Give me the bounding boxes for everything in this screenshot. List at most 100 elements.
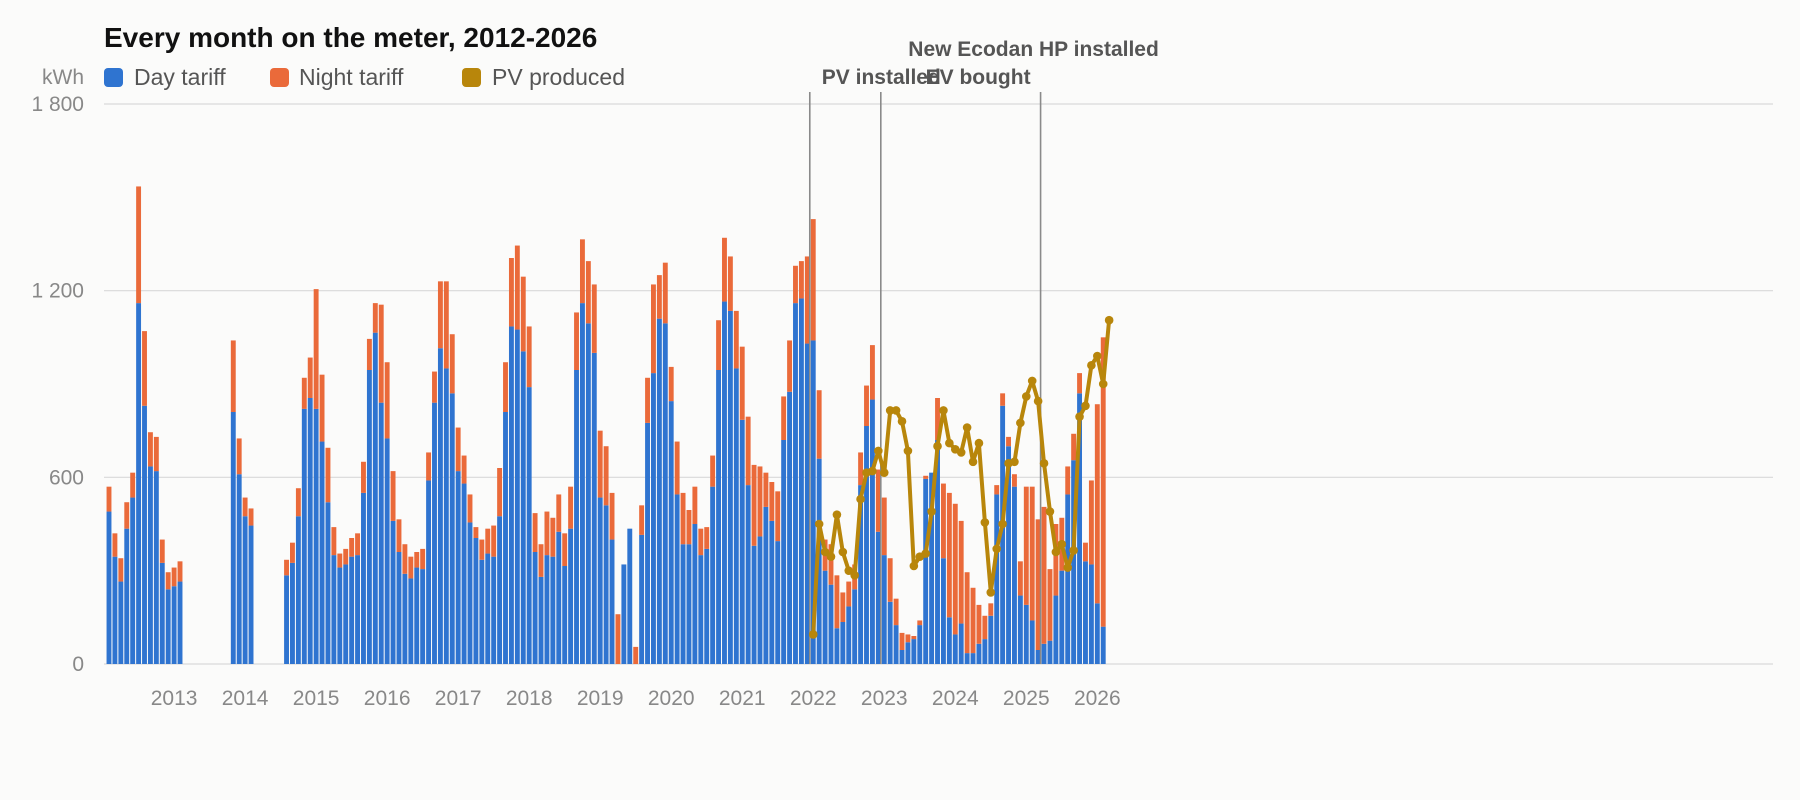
bar-day-tariff: [1017, 595, 1023, 664]
bar-night-tariff: [118, 558, 124, 582]
bar-day-tariff: [242, 516, 248, 664]
bar-night-tariff: [793, 265, 798, 304]
bar-day-tariff: [414, 567, 420, 664]
bar-night-tariff: [136, 186, 142, 304]
bar-night-tariff: [716, 320, 722, 370]
bar-day-tariff: [727, 310, 733, 664]
bar-day-tariff: [751, 545, 757, 664]
bar-night-tariff: [911, 636, 917, 640]
bar-day-tariff: [526, 387, 532, 664]
pv-produced-point: [868, 466, 877, 476]
pv-produced-point: [1093, 351, 1102, 361]
bar-night-tariff: [745, 416, 751, 486]
pv-produced-point: [874, 446, 883, 456]
bar-night-tariff: [1100, 337, 1106, 627]
bar-day-tariff: [574, 370, 579, 664]
bar-night-tariff: [461, 455, 467, 484]
bar-night-tariff: [514, 245, 520, 330]
bar-night-tariff: [384, 362, 390, 439]
bar-night-tariff: [313, 289, 319, 409]
bar-day-tariff: [420, 569, 426, 664]
bar-night-tariff: [1053, 524, 1059, 596]
x-tick-label: 2019: [577, 687, 624, 710]
bar-night-tariff: [846, 581, 852, 607]
bar-day-tariff: [301, 408, 307, 664]
bar-night-tariff: [236, 438, 242, 475]
bar-day-tariff: [609, 539, 615, 664]
pv-produced-point: [820, 547, 830, 557]
bar-night-tariff: [982, 615, 988, 640]
legend-item-night-tariff[interactable]: Night tariff: [270, 64, 404, 90]
bar-night-tariff: [994, 485, 1000, 495]
bar-day-tariff: [331, 555, 337, 664]
bar-night-tariff: [408, 556, 414, 579]
y-tick-label: 1 800: [31, 93, 84, 116]
bar-day-tariff: [325, 502, 331, 664]
chart-title: Every month on the meter, 2012-2026: [104, 22, 597, 53]
bar-night-tariff: [905, 634, 911, 643]
legend-item-day-tariff[interactable]: Day tariff: [104, 64, 226, 90]
pv-produced-point: [897, 417, 907, 426]
bar-day-tariff: [112, 556, 118, 664]
bar-night-tariff: [881, 497, 887, 556]
bar-day-tariff: [834, 628, 840, 664]
bar-night-tariff: [633, 646, 639, 664]
bar-day-tariff: [562, 566, 568, 664]
bar-night-tariff: [248, 508, 254, 526]
bar-night-tariff: [864, 385, 869, 426]
bar-day-tariff: [911, 639, 917, 664]
bar-day-tariff: [621, 564, 627, 664]
bar-night-tariff: [544, 511, 550, 556]
bar-day-tariff: [449, 393, 455, 664]
bar-day-tariff: [290, 562, 295, 664]
pv-produced-point: [962, 423, 972, 432]
pv-produced-point: [814, 519, 824, 529]
bar-night-tariff: [875, 469, 881, 532]
bar-day-tariff: [828, 584, 834, 664]
pv-produced-point: [1027, 376, 1037, 386]
y-unit-label: kWh: [42, 66, 84, 89]
bar-night-tariff: [1088, 480, 1094, 565]
bar-night-tariff: [355, 533, 361, 556]
bar-day-tariff: [130, 497, 136, 664]
bar-night-tariff: [390, 471, 396, 521]
axes: 0 600 1 200 1 800 2013 2014 2015 2016 2017 2018 20…: [31, 93, 1120, 710]
bar-day-tariff: [455, 471, 461, 664]
bar-day-tariff: [556, 531, 562, 664]
pv-produced-point: [939, 406, 948, 415]
bar-night-tariff: [597, 430, 603, 498]
bar-day-tariff: [343, 564, 349, 664]
bar-day-tariff: [337, 567, 343, 664]
bar-night-tariff: [970, 587, 976, 654]
bar-night-tariff: [396, 519, 402, 552]
bar-day-tariff: [461, 483, 467, 664]
pv-produced-point: [956, 448, 966, 457]
bars: [106, 186, 1106, 664]
pv-produced-point: [903, 446, 913, 456]
bar-night-tariff: [775, 491, 781, 542]
bar-day-tariff: [485, 553, 491, 664]
legend-item-pv-produced[interactable]: PV produced: [462, 64, 625, 90]
bar-night-tariff: [497, 468, 503, 517]
bar-night-tariff: [751, 464, 757, 546]
bar-day-tariff: [544, 555, 550, 664]
bar-night-tariff: [242, 497, 248, 517]
bar-day-tariff: [165, 589, 171, 664]
event-annotation-label: PV installed: [822, 66, 941, 89]
bar-day-tariff: [1035, 650, 1041, 664]
bar-night-tariff: [899, 632, 905, 650]
bar-night-tariff: [473, 527, 479, 538]
bar-day-tariff: [722, 301, 727, 664]
bar-day-tariff: [651, 373, 656, 664]
bar-day-tariff: [739, 419, 745, 664]
legend-swatch-day-tariff: [104, 68, 123, 87]
bar-day-tariff: [923, 478, 929, 664]
bar-day-tariff: [307, 398, 313, 664]
bar-night-tariff: [893, 598, 899, 626]
pv-produced-point: [1087, 361, 1096, 370]
event-annotation-label: EV bought: [926, 66, 1031, 89]
bar-day-tariff: [1053, 595, 1059, 664]
bar-day-tariff: [745, 485, 751, 664]
bar-night-tariff: [976, 604, 982, 644]
bar-day-tariff: [473, 538, 479, 664]
